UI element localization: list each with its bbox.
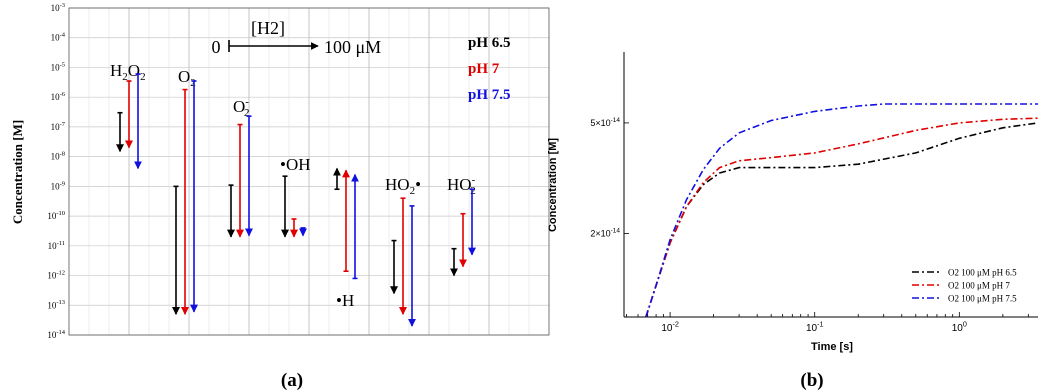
y-axis-label-b: Concentration [M] <box>547 138 559 232</box>
x-axis-label-b: Time [s] <box>811 341 853 353</box>
range-arrows <box>116 73 476 327</box>
legend-ph65: pH 6.5 <box>468 35 511 51</box>
legend-label-b: O2 100 μM pH 7.5 <box>948 294 1017 304</box>
h2-scale-end: 100 μM <box>324 37 381 57</box>
series-line-3 <box>645 103 1038 318</box>
y-tick-label-a: 10-5 <box>51 61 65 72</box>
y-tick-label-a: 10-13 <box>47 299 65 310</box>
legend-ph7: pH 7 <box>468 61 500 77</box>
species-label-ho2-minus: HO-2 <box>447 174 476 197</box>
y-tick-label-a: 10-6 <box>51 91 66 102</box>
panel-label-a: (a) <box>281 370 303 391</box>
series-line-1 <box>645 122 1039 318</box>
species-label-o2-superoxide: O-2 <box>233 96 249 119</box>
y-ticks-b: 2×10-14 5×10-14 <box>590 117 629 238</box>
series-lines <box>645 103 1039 318</box>
y-tick-label-a: 10-11 <box>48 240 65 251</box>
species-label-o2: O2 <box>178 67 196 89</box>
y-tick-label-a: 10-12 <box>47 269 65 280</box>
species-label-ho2-radical: HO2• <box>385 175 421 197</box>
y-tick-label-a: 10-8 <box>51 151 65 162</box>
h2-scale-label: [H2] <box>251 18 285 38</box>
legend-ph75: pH 7.5 <box>468 87 511 103</box>
series-line-2 <box>645 117 1039 318</box>
x-ticks-b: 10-2 10-1 100 <box>626 312 1029 335</box>
h2-scale-start: 0 <box>212 37 221 57</box>
species-label-h: •H <box>336 291 354 310</box>
y-tick-label-b: 5×10-14 <box>590 117 620 128</box>
y-axis-label-a: Concentration [M] <box>10 120 25 224</box>
y-tick-label-a: 10-7 <box>51 121 66 132</box>
legend-b: O2 100 μM pH 6.5 O2 100 μM pH 7 O2 100 μM … <box>912 268 1017 304</box>
y-tick-label-a: 10-9 <box>51 180 65 191</box>
legend-label-b: O2 100 μM pH 6.5 <box>948 268 1017 278</box>
plot-frame-a <box>68 7 550 336</box>
y-tick-label-a: 10-10 <box>47 210 65 221</box>
x-tick-label-b: 10-2 <box>661 320 679 335</box>
x-tick-label-b: 100 <box>952 320 967 335</box>
arrow-range-chart: 10-14 10-13 10-12 10-11 10-10 10-9 10-8 10-7 10-… <box>10 2 550 391</box>
line-chart: 10-2 10-1 100 2×10-14 5×10-14 Time [s] Conc… <box>547 52 1039 391</box>
y-tick-label-a: 10-4 <box>51 32 66 43</box>
y-tick-label-b: 2×10-14 <box>590 227 620 238</box>
y-tick-label-a: 10-3 <box>51 2 65 13</box>
y-ticks-a: 10-14 10-13 10-12 10-11 10-10 10-9 10-8 10-7 10-… <box>47 2 65 340</box>
panel-label-b: (b) <box>800 370 823 391</box>
species-label-h2o2: H2O2 <box>110 61 146 83</box>
legend-label-b: O2 100 μM pH 7 <box>948 281 1010 291</box>
y-tick-label-a: 10-14 <box>47 329 65 340</box>
species-label-oh: •OH <box>280 155 311 174</box>
x-tick-label-b: 10-1 <box>806 320 824 335</box>
